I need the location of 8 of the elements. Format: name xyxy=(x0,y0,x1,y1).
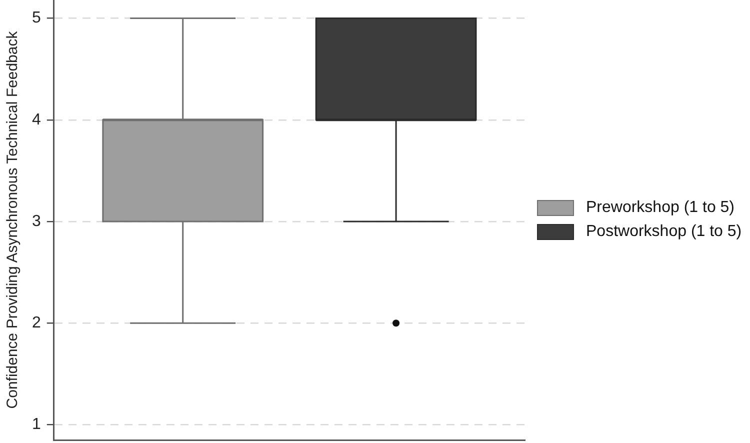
y-tick-label: 1 xyxy=(32,416,41,434)
legend-label: Preworkshop (1 to 5) xyxy=(586,199,735,217)
y-axis-title: Confidence Providing Asynchronous Technical Feedback xyxy=(4,30,22,409)
legend-label: Postworkshop (1 to 5) xyxy=(586,223,742,241)
y-tick-label: 4 xyxy=(32,111,41,128)
y-tick-label: 5 xyxy=(32,10,41,27)
y-tick-label: 3 xyxy=(32,212,41,230)
y-tick-label: 2 xyxy=(32,314,41,332)
